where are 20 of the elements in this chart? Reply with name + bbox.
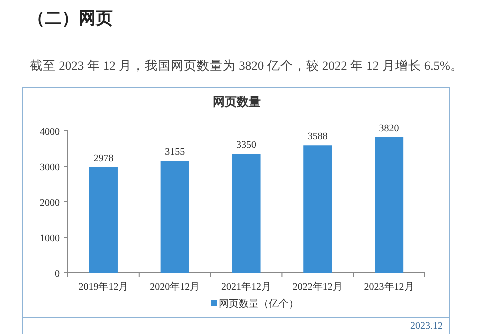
text: 截至 2023 年 12 月，我国网页数量为 3820 亿个，较 2022 年 12 月增长 6.5%。 — [30, 59, 464, 73]
x-tick-label: 2020年12月 — [150, 281, 200, 293]
data-label: 3350 — [236, 140, 256, 152]
x-tick-label: 2022年12月 — [292, 281, 343, 293]
data-label: 3155 — [165, 146, 186, 158]
data-label: 2978 — [94, 153, 114, 164]
y-tick-label: 1000 — [40, 234, 60, 244]
x-tick-label: 2019年12月 — [78, 281, 129, 293]
text: 2023.12 — [410, 321, 443, 332]
y-tick-label: 4000 — [40, 127, 60, 138]
legend-label: 网页数量（亿个） — [219, 298, 299, 310]
y-tick-label: 2000 — [40, 198, 60, 209]
chart-title: 网页数量 — [213, 95, 261, 109]
y-tick-label: 3000 — [40, 162, 60, 174]
text: （二）网页 — [28, 9, 113, 29]
x-tick-label: 2023年12月 — [364, 281, 414, 293]
x-tick-label: 2021年12月 — [222, 281, 272, 293]
data-label: 3588 — [308, 132, 328, 143]
y-tick-label: 0 — [55, 269, 60, 280]
data-label: 3820 — [379, 123, 400, 134]
